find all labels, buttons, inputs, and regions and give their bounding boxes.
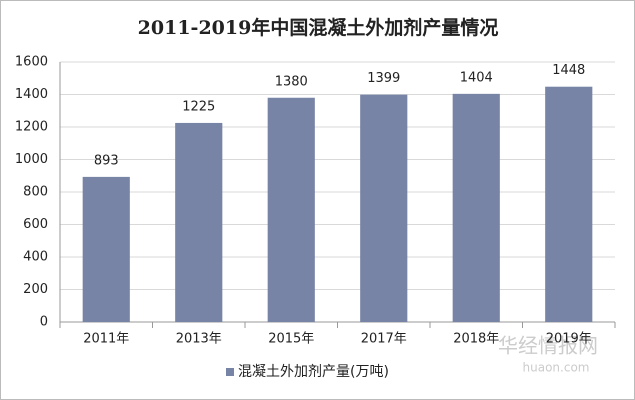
legend-label: 混凝土外加剂产量(万吨) [238, 364, 389, 380]
y-tick-label: 0 [40, 315, 48, 330]
data-label: 893 [94, 153, 119, 168]
bar [452, 93, 500, 322]
y-tick-label: 600 [23, 217, 48, 232]
watermark-url: huaon.com [523, 361, 590, 375]
x-tick-label: 2013年 [176, 332, 222, 347]
bar [82, 176, 130, 322]
x-tick-label: 2011年 [83, 332, 129, 347]
x-tick-label: 2017年 [361, 332, 407, 347]
chart-title: 2011-2019年中国混凝土外加剂产量情况 [138, 16, 499, 39]
y-tick-label: 1600 [15, 55, 48, 70]
bar [267, 97, 315, 322]
y-tick-label: 1200 [15, 120, 48, 135]
data-label: 1404 [460, 70, 493, 85]
bar [360, 94, 408, 322]
data-label: 1380 [275, 74, 308, 89]
y-tick-label: 1000 [15, 152, 48, 167]
watermark-name: 华经情报网 [498, 334, 598, 358]
bar [545, 86, 593, 322]
data-label: 1225 [182, 99, 215, 114]
y-tick-label: 400 [23, 250, 48, 265]
y-tick-label: 800 [23, 185, 48, 200]
legend-swatch [226, 368, 234, 376]
x-tick-label: 2018年 [453, 332, 499, 347]
bar [175, 122, 223, 322]
y-tick-label: 200 [23, 282, 48, 297]
x-tick-label: 2019年 [546, 332, 592, 347]
data-label: 1448 [552, 63, 585, 78]
y-tick-label: 1400 [15, 87, 48, 102]
data-label: 1399 [367, 71, 400, 86]
x-tick-label: 2015年 [268, 332, 314, 347]
